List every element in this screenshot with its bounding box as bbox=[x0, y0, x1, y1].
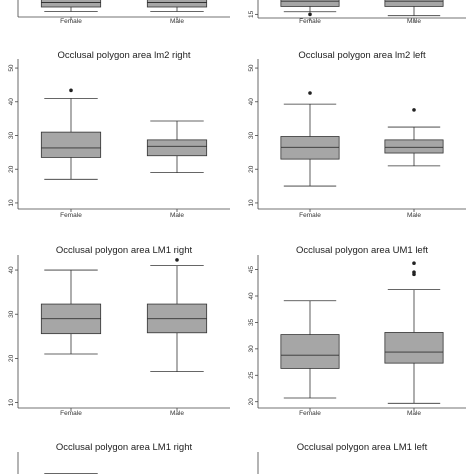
outlier-point bbox=[308, 12, 312, 17]
y-tick-label: 30 bbox=[248, 345, 255, 353]
x-tick-label: Male bbox=[170, 212, 184, 219]
iqr-box bbox=[384, 139, 444, 154]
iqr-box bbox=[146, 0, 208, 8]
box-female bbox=[280, 300, 340, 399]
y-tick-label: 30 bbox=[8, 310, 15, 318]
x-tick-label: Male bbox=[407, 410, 421, 417]
y-tick-label: 10 bbox=[248, 199, 255, 207]
y-tick-label: 30 bbox=[8, 132, 15, 140]
iqr-box bbox=[280, 334, 340, 369]
x-tick-label: Female bbox=[299, 18, 321, 25]
x-tick-label: Male bbox=[407, 18, 421, 25]
iqr-box bbox=[146, 139, 208, 157]
iqr-box bbox=[384, 332, 444, 364]
outlier-point bbox=[69, 88, 73, 93]
box-male bbox=[146, 258, 208, 373]
box-female bbox=[280, 91, 340, 187]
y-tick-label: 25 bbox=[248, 371, 255, 379]
outlier-point bbox=[175, 258, 179, 262]
y-tick-label: 35 bbox=[248, 318, 255, 326]
x-tick-label: Female bbox=[299, 212, 321, 219]
outlier-point bbox=[412, 108, 416, 112]
chart-title: Occlusal polygon area LM1 right bbox=[56, 245, 193, 256]
y-tick-label: 15 bbox=[248, 10, 255, 18]
chart-panel-7: Occlusal polygon area LM1 right40 bbox=[17, 442, 193, 474]
outlier-point bbox=[412, 261, 416, 266]
iqr-box bbox=[40, 0, 102, 8]
chart-title: Occlusal polygon area UM1 left bbox=[296, 245, 428, 256]
x-tick-label: Male bbox=[170, 18, 184, 25]
y-tick-label: 20 bbox=[248, 165, 255, 173]
y-tick-label: 20 bbox=[8, 165, 15, 173]
x-tick-label: Female bbox=[60, 410, 82, 417]
y-tick-label: 30 bbox=[248, 132, 255, 140]
outlier-point bbox=[308, 91, 312, 95]
iqr-box bbox=[40, 131, 102, 158]
chart-panel-3: Occlusal polygon area lm2 right 10 20 30 40 5… bbox=[8, 50, 230, 219]
box-male bbox=[384, 108, 444, 167]
x-tick-label: Female bbox=[60, 212, 82, 219]
y-tick-label: 20 bbox=[8, 354, 15, 362]
box-male bbox=[146, 120, 208, 173]
chart-panel-4: Occlusal polygon area lm2 left 10 20 30 40 50… bbox=[248, 50, 466, 219]
x-tick-label: Male bbox=[170, 410, 184, 417]
chart-title: Occlusal polygon area lm2 left bbox=[298, 50, 426, 61]
y-tick-label: 10 bbox=[8, 399, 15, 407]
y-tick-label: 45 bbox=[248, 266, 255, 274]
iqr-box bbox=[280, 136, 340, 160]
y-tick-label: 40 bbox=[248, 292, 255, 300]
x-tick-label: Female bbox=[60, 18, 82, 25]
chart-title: Occlusal polygon area LM1 right bbox=[56, 442, 193, 453]
outlier-point bbox=[412, 270, 416, 275]
box-male bbox=[384, 261, 444, 404]
box-female bbox=[40, 88, 102, 180]
chart-title: Occlusal polygon area lm2 right bbox=[57, 50, 190, 61]
chart-panel-8: Occlusal polygon area LM1 left60 bbox=[257, 442, 428, 474]
box-male bbox=[384, 0, 444, 17]
chart-panel-5: Occlusal polygon area LM1 right 10 20 30 40 F… bbox=[8, 245, 230, 417]
y-tick-label: 40 bbox=[8, 266, 15, 274]
x-tick-label: Male bbox=[407, 212, 421, 219]
chart-panel-2: 15 Female Male bbox=[248, 0, 466, 25]
chart-panel-1: Female Male bbox=[17, 0, 230, 25]
y-tick-label: 50 bbox=[8, 64, 15, 72]
y-tick-label: 50 bbox=[248, 64, 255, 72]
chart-panel-6: Occlusal polygon area UM1 left 20 25 30 35 40… bbox=[248, 245, 466, 417]
y-tick-label: 40 bbox=[8, 98, 15, 106]
x-tick-label: Female bbox=[299, 410, 321, 417]
chart-title: Occlusal polygon area LM1 left bbox=[297, 442, 428, 453]
box-female bbox=[280, 0, 340, 17]
box-female bbox=[40, 0, 102, 12]
y-tick-label: 10 bbox=[8, 199, 15, 207]
box-male bbox=[146, 0, 208, 12]
y-tick-label: 40 bbox=[248, 98, 255, 106]
box-female bbox=[40, 269, 102, 355]
y-tick-label: 20 bbox=[248, 398, 255, 406]
